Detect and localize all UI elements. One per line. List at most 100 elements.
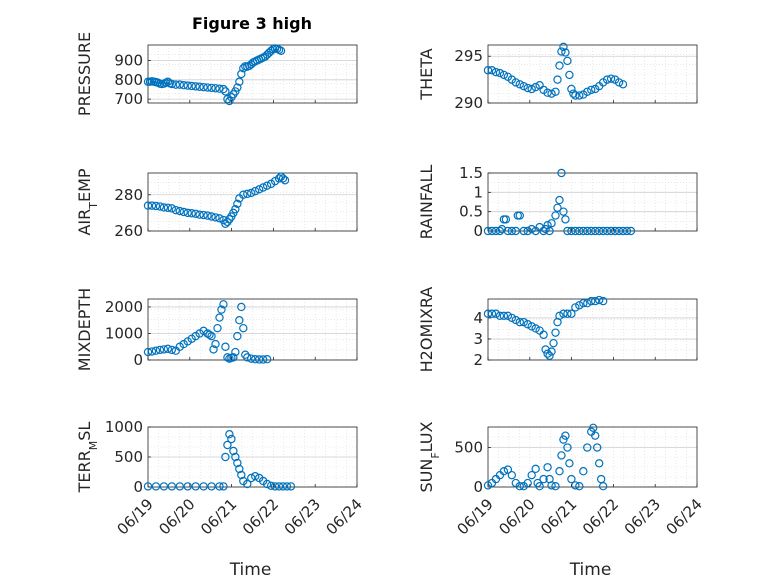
y-axis-label: TERRMSL (75, 422, 100, 494)
data-point (219, 482, 228, 491)
x-tick-label: 06/19 (114, 495, 157, 538)
data-point (583, 299, 592, 308)
data-point (622, 226, 632, 236)
data-point (519, 81, 528, 91)
data-point (511, 226, 520, 236)
data-point (543, 88, 552, 97)
y-axis-label: SUNFLUX (417, 421, 442, 492)
data-point (591, 296, 600, 306)
data-points (483, 295, 608, 360)
data-point (565, 459, 574, 468)
data-point (237, 302, 246, 312)
data-point (519, 226, 528, 236)
data-point (217, 305, 226, 314)
data-point (251, 355, 260, 364)
data-point (555, 311, 564, 321)
data-point (278, 482, 288, 491)
data-point (594, 295, 604, 305)
data-point (555, 61, 564, 70)
data-point (179, 81, 188, 90)
data-point (543, 463, 552, 472)
data-point (183, 482, 192, 491)
data-point (179, 207, 188, 217)
terr-msl-subplot: 0 500 1000 TERRMSL 06/1906/2006/2106/2206/23… (75, 418, 366, 580)
y-axis-label: MIXDEPTH (75, 288, 94, 371)
h2omixra-subplot: 2 3 4 H2OMIXRA (417, 287, 698, 372)
data-point (561, 431, 570, 440)
data-point (159, 203, 169, 212)
data-point (551, 87, 560, 96)
data-point (567, 309, 576, 318)
data-point (591, 226, 600, 236)
data-point (591, 431, 600, 440)
data-point (565, 70, 574, 80)
data-point (199, 482, 208, 491)
data-point (569, 89, 578, 98)
data-point (147, 201, 157, 210)
data-point (254, 355, 264, 364)
data-point (618, 80, 628, 89)
data-point (203, 83, 212, 92)
data-point (557, 451, 566, 460)
data-point (575, 482, 584, 491)
data-point (229, 353, 238, 362)
data-point (559, 42, 568, 52)
data-point (626, 226, 636, 236)
data-point (191, 482, 200, 491)
data-point (551, 211, 560, 220)
data-point (547, 219, 556, 228)
data-point (229, 446, 238, 456)
data-point (237, 470, 246, 480)
data-point (247, 188, 256, 198)
data-point (487, 309, 497, 318)
data-point (543, 349, 552, 358)
data-point (167, 204, 177, 213)
y-tick-label: 0 (473, 478, 483, 496)
data-point (515, 482, 524, 491)
data-point (587, 226, 596, 236)
data-point (219, 300, 228, 309)
data-point (215, 482, 224, 491)
data-point (227, 434, 236, 444)
y-tick-label: 800 (114, 71, 143, 89)
data-point (171, 205, 180, 215)
y-tick-label: 3 (473, 330, 483, 348)
data-point (276, 46, 286, 56)
data-point (551, 482, 560, 491)
data-point (143, 347, 153, 357)
data-point (594, 459, 604, 468)
data-point (559, 309, 568, 318)
data-point (587, 85, 596, 95)
data-point (167, 482, 177, 491)
data-point (531, 82, 540, 92)
data-point (523, 320, 532, 329)
air-temp-subplot: 260 280 AIRTEMP (75, 168, 358, 240)
data-point (563, 443, 572, 452)
data-point (251, 186, 260, 196)
y-tick-label: 260 (114, 222, 143, 240)
theta-subplot: 290 295 THETA (417, 42, 698, 112)
data-point (495, 311, 505, 321)
data-point (221, 342, 230, 351)
data-point (539, 474, 548, 484)
data-point (589, 423, 598, 432)
data-point (155, 202, 165, 211)
data-point (553, 75, 562, 84)
data-point (199, 82, 208, 92)
data-point (583, 87, 592, 96)
data-point (205, 330, 214, 340)
data-point (598, 226, 608, 236)
data-point (594, 226, 604, 236)
data-points (483, 423, 608, 491)
data-point (579, 226, 588, 236)
grid-lines (487, 426, 698, 488)
x-tick-label: 06/22 (579, 495, 622, 538)
data-point (575, 301, 584, 310)
data-point (231, 452, 240, 462)
data-point (547, 347, 556, 356)
data-point (175, 206, 184, 216)
data-point (579, 467, 588, 476)
data-point (567, 474, 576, 484)
y-tick-label: 0 (133, 478, 143, 496)
